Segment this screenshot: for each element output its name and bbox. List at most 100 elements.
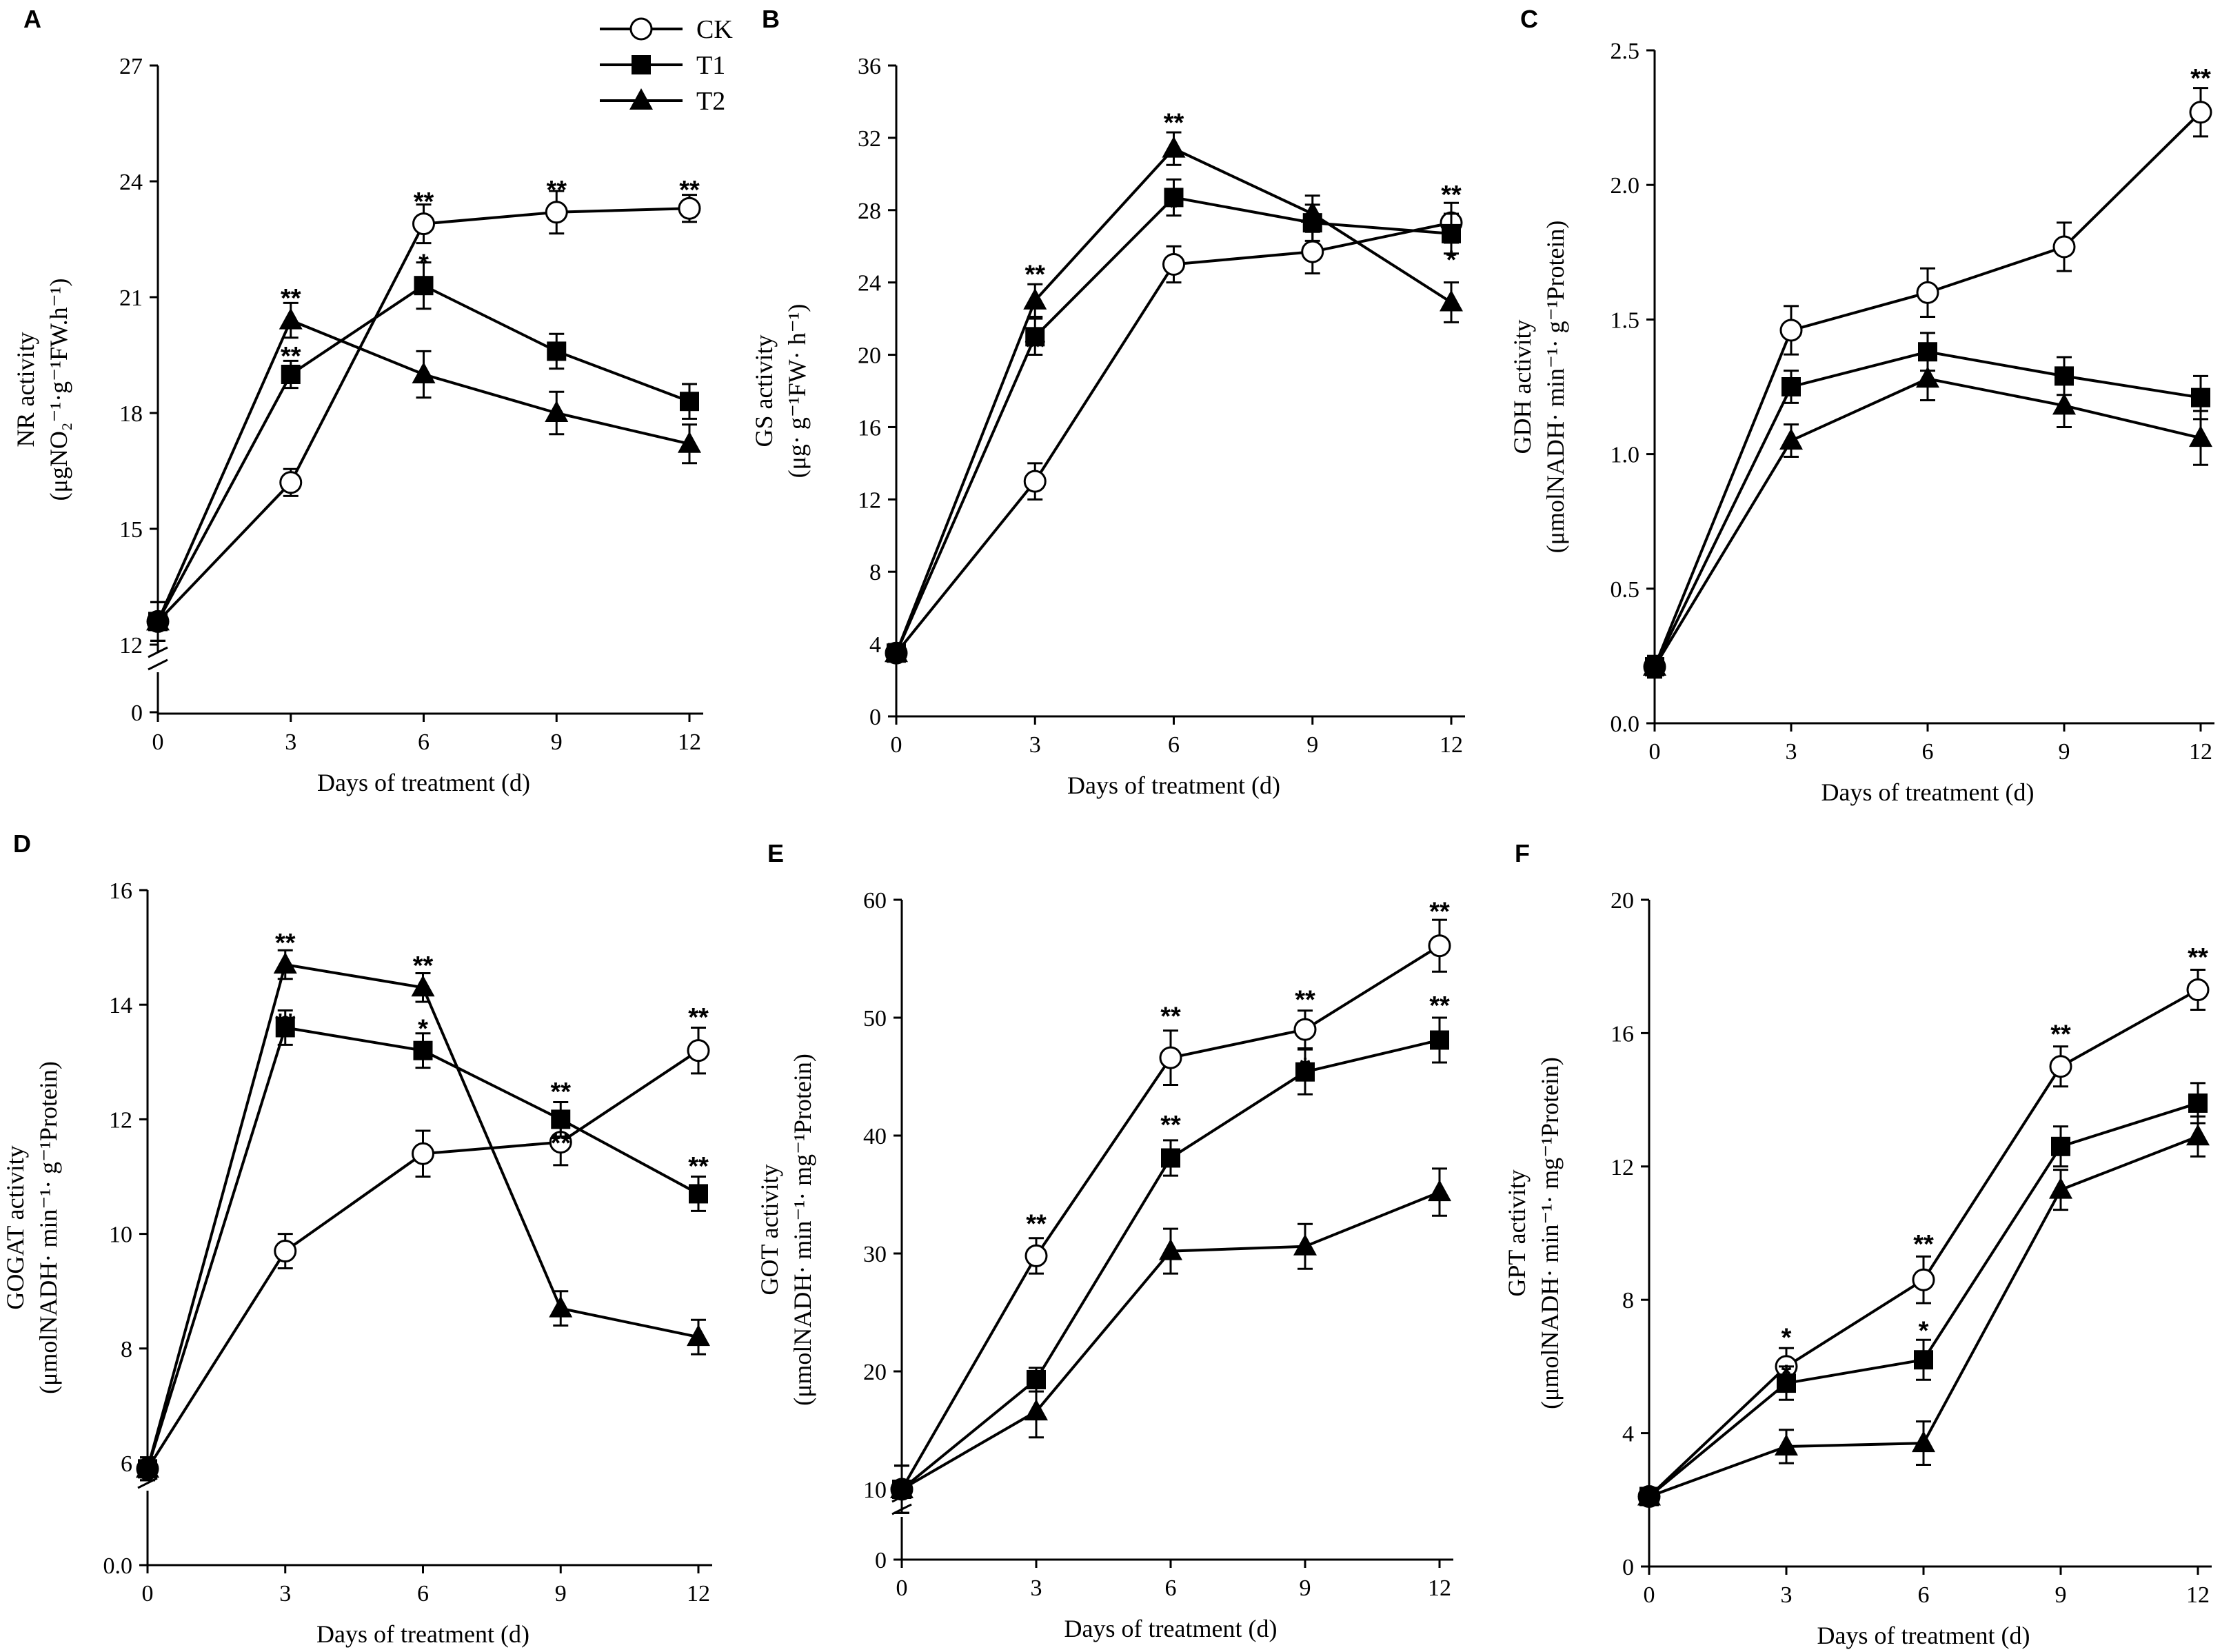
panel-letter: D xyxy=(13,829,31,858)
y-tick-label: 1.5 xyxy=(1611,308,1640,333)
point-ck xyxy=(678,197,701,220)
point-t2 xyxy=(411,975,435,997)
x-tick-label: 6 xyxy=(1165,1575,1177,1601)
significance-mark: ** xyxy=(550,1078,571,1107)
legend: CK T1 T2 xyxy=(600,15,733,116)
point-t1 xyxy=(1164,188,1184,208)
x-tick-label: 6 xyxy=(418,729,430,755)
y-axis-label: GOGAT activity xyxy=(1,1145,29,1309)
point-t2 xyxy=(2189,425,2212,447)
legend-label: CK xyxy=(696,15,733,44)
point-t2 xyxy=(629,88,653,110)
y-axis-label: GDH activity xyxy=(1508,320,1536,454)
significance-mark: * xyxy=(1300,1053,1311,1082)
significance-mark: ** xyxy=(275,929,296,958)
significance-mark: * xyxy=(1781,1323,1792,1352)
y-tick-label: 28 xyxy=(858,199,881,224)
x-tick-label: 3 xyxy=(1781,1582,1793,1608)
y-tick-label: 16 xyxy=(109,878,132,904)
point-t2 xyxy=(1775,1433,1798,1455)
x-tick-label: 3 xyxy=(1786,739,1797,765)
x-tick-label: 12 xyxy=(2189,739,2212,765)
point-ck xyxy=(2186,978,2210,1002)
point-t2 xyxy=(136,1456,159,1478)
point-t1 xyxy=(2188,1093,2208,1113)
legend-label: T1 xyxy=(696,51,725,80)
y-tick-label: 12 xyxy=(109,1107,132,1133)
point-t1 xyxy=(547,341,567,361)
point-t2 xyxy=(146,609,170,631)
x-tick-label: 12 xyxy=(678,729,701,755)
point-t1 xyxy=(1914,1350,1933,1370)
point-t2 xyxy=(279,308,303,330)
y-axis-label: (μgNO₂⁻¹·g⁻¹FW.h⁻¹) xyxy=(45,279,72,501)
x-tick-label: 9 xyxy=(1306,732,1318,758)
y-tick-label: 10 xyxy=(863,1478,887,1503)
significance-mark: ** xyxy=(275,1009,296,1038)
y-axis-label: GOT activity xyxy=(756,1164,783,1295)
y-tick-label: 60 xyxy=(863,888,887,914)
y-tick-label: 24 xyxy=(119,170,143,195)
significance-mark: ** xyxy=(2190,64,2211,93)
significance-mark: ** xyxy=(1913,1230,1934,1259)
significance-mark: ** xyxy=(688,1003,709,1032)
significance-mark: ** xyxy=(2050,1020,2071,1049)
significance-mark: ** xyxy=(1429,897,1450,926)
point-t1 xyxy=(2191,387,2210,407)
x-tick-label: 12 xyxy=(687,1581,710,1606)
significance-mark: ** xyxy=(1295,986,1315,1015)
point-ck xyxy=(1912,1268,1935,1291)
x-tick-label: 9 xyxy=(2055,1582,2067,1608)
significance-mark: ** xyxy=(1024,332,1045,361)
y-tick-label: 2.0 xyxy=(1611,173,1640,199)
point-t2 xyxy=(1440,290,1463,312)
y-tick-label: 0.5 xyxy=(1611,577,1640,603)
legend-entry-ck: CK xyxy=(600,15,733,44)
y-tick-label: 50 xyxy=(863,1006,887,1031)
point-t1 xyxy=(1781,377,1801,396)
x-axis-label: Days of treatment (d) xyxy=(317,769,530,796)
y-axis-label: NR activity xyxy=(12,332,39,447)
y-tick-label: 15 xyxy=(119,517,143,543)
point-t1 xyxy=(689,1184,708,1204)
point-t1 xyxy=(1295,1062,1315,1082)
point-ck xyxy=(687,1039,710,1062)
significance-mark: ** xyxy=(414,188,434,216)
significance-mark: ** xyxy=(1441,181,1462,210)
point-t2 xyxy=(1428,1180,1451,1202)
point-ck xyxy=(2052,235,2076,259)
y-axis-label: (μmolNADH· min⁻¹· mg⁻¹Protein) xyxy=(1536,1057,1564,1409)
series-t1 xyxy=(148,261,699,642)
y-tick-label: 0 xyxy=(875,1548,887,1573)
y-tick-label: 0 xyxy=(131,701,143,726)
y-tick-label: 6 xyxy=(121,1451,132,1477)
series-t2 xyxy=(1643,356,2212,679)
point-t2 xyxy=(1024,1399,1048,1421)
point-ck xyxy=(545,201,568,224)
x-tick-label: 12 xyxy=(1440,732,1463,758)
panel-letter: A xyxy=(23,5,41,33)
panel-f: F 0 4 8 12 16 20 0 3 6 9 12 Days of treatment (d) GPT… xyxy=(1503,839,2212,1649)
y-tick-label: 18 xyxy=(119,401,143,427)
significance-mark: ** xyxy=(281,342,301,371)
y-tick-label: 12 xyxy=(858,487,881,513)
point-ck xyxy=(1779,319,1803,342)
point-t2 xyxy=(2049,1177,2072,1199)
point-ck xyxy=(629,17,653,41)
x-tick-label: 9 xyxy=(555,1581,567,1606)
point-t1 xyxy=(2051,1136,2070,1156)
point-t2 xyxy=(1916,366,1939,388)
significance-mark: ** xyxy=(1429,991,1450,1020)
significance-mark: * xyxy=(1446,246,1457,275)
y-tick-label: 21 xyxy=(119,285,143,311)
x-tick-label: 3 xyxy=(1031,1575,1042,1601)
point-t2 xyxy=(1643,654,1666,676)
point-t1 xyxy=(632,55,651,74)
point-t2 xyxy=(1023,288,1047,310)
panel-letter: C xyxy=(1520,5,1538,33)
panel-d: D 0.0 6 8 10 12 14 16 0 3 6 9 12 Days of treatment (d… xyxy=(1,829,712,1648)
y-axis-label: GS activity xyxy=(750,335,778,447)
point-t2 xyxy=(1300,201,1324,223)
